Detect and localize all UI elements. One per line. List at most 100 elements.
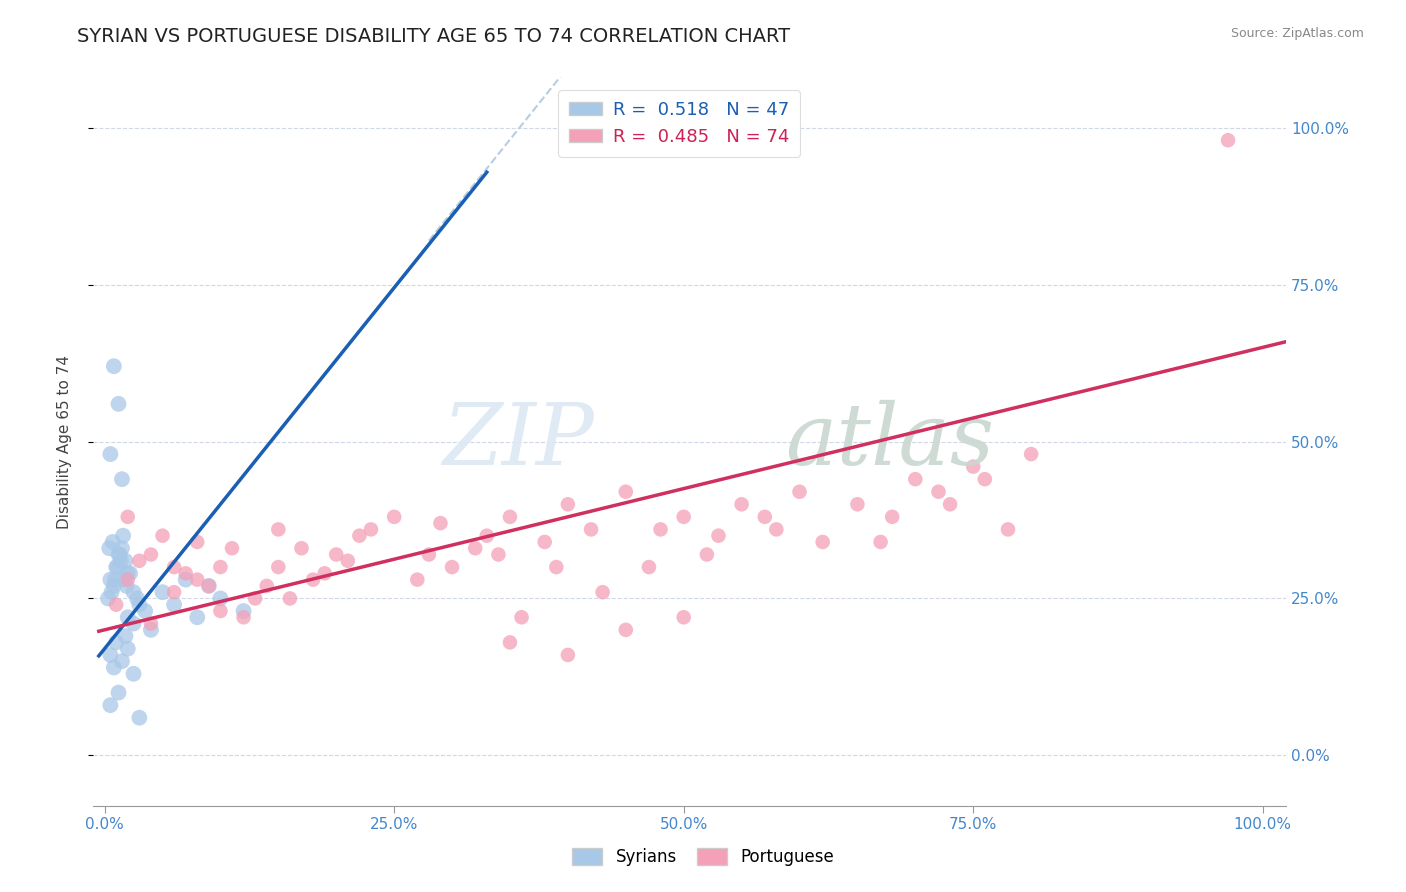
Point	[973, 472, 995, 486]
Point	[962, 459, 984, 474]
Point	[557, 648, 579, 662]
Point	[209, 604, 232, 618]
Point	[406, 573, 429, 587]
Point	[104, 573, 127, 587]
Point	[267, 560, 290, 574]
Point	[243, 591, 266, 606]
Point	[186, 535, 208, 549]
Point	[1216, 133, 1239, 147]
Point	[325, 548, 347, 562]
Point	[754, 509, 776, 524]
Point	[117, 566, 139, 581]
Point	[128, 598, 150, 612]
Point	[360, 522, 382, 536]
Point	[174, 566, 197, 581]
Point	[139, 548, 162, 562]
Point	[134, 604, 156, 618]
Point	[232, 604, 254, 618]
Point	[111, 654, 134, 668]
Point	[546, 560, 568, 574]
Point	[139, 623, 162, 637]
Point	[614, 484, 637, 499]
Point	[730, 497, 752, 511]
Point	[882, 509, 904, 524]
Legend: Syrians, Portuguese: Syrians, Portuguese	[565, 841, 841, 873]
Point	[117, 509, 139, 524]
Point	[198, 579, 221, 593]
Point	[696, 548, 718, 562]
Point	[499, 509, 522, 524]
Point	[186, 610, 208, 624]
Point	[672, 610, 695, 624]
Point	[128, 711, 150, 725]
Point	[707, 529, 730, 543]
Point	[163, 585, 186, 599]
Point	[152, 529, 174, 543]
Point	[139, 616, 162, 631]
Point	[163, 598, 186, 612]
Point	[100, 698, 122, 713]
Point	[112, 573, 135, 587]
Point	[349, 529, 371, 543]
Point	[278, 591, 301, 606]
Point	[221, 541, 243, 556]
Point	[290, 541, 312, 556]
Point	[103, 660, 125, 674]
Point	[638, 560, 661, 574]
Point	[302, 573, 325, 587]
Point	[101, 535, 124, 549]
Text: atlas: atlas	[785, 401, 994, 483]
Point	[97, 591, 120, 606]
Point	[122, 666, 145, 681]
Point	[117, 610, 139, 624]
Point	[811, 535, 834, 549]
Point	[163, 560, 186, 574]
Point	[939, 497, 962, 511]
Point	[256, 579, 278, 593]
Point	[904, 472, 927, 486]
Point	[152, 585, 174, 599]
Point	[122, 585, 145, 599]
Point	[107, 397, 129, 411]
Point	[475, 529, 498, 543]
Point	[765, 522, 787, 536]
Point	[198, 579, 221, 593]
Point	[486, 548, 509, 562]
Point	[441, 560, 464, 574]
Point	[869, 535, 891, 549]
Point	[336, 554, 359, 568]
Point	[100, 585, 122, 599]
Point	[105, 560, 128, 574]
Legend: R =  0.518   N = 47, R =  0.485   N = 74: R = 0.518 N = 47, R = 0.485 N = 74	[558, 90, 800, 157]
Point	[114, 554, 136, 568]
Point	[846, 497, 869, 511]
Point	[120, 566, 142, 581]
Point	[111, 472, 134, 486]
Point	[100, 447, 122, 461]
Point	[418, 548, 440, 562]
Text: SYRIAN VS PORTUGUESE DISABILITY AGE 65 TO 74 CORRELATION CHART: SYRIAN VS PORTUGUESE DISABILITY AGE 65 T…	[77, 27, 790, 45]
Point	[122, 616, 145, 631]
Text: Source: ZipAtlas.com: Source: ZipAtlas.com	[1230, 27, 1364, 40]
Point	[105, 598, 128, 612]
Point	[125, 591, 148, 606]
Point	[579, 522, 602, 536]
Point	[174, 573, 197, 587]
Point	[927, 484, 949, 499]
Text: ZIP: ZIP	[441, 401, 595, 483]
Point	[997, 522, 1019, 536]
Point	[105, 635, 128, 649]
Point	[614, 623, 637, 637]
Point	[429, 516, 451, 530]
Point	[533, 535, 555, 549]
Point	[209, 560, 232, 574]
Point	[100, 573, 122, 587]
Point	[98, 541, 121, 556]
Point	[110, 554, 132, 568]
Point	[789, 484, 811, 499]
Point	[117, 641, 139, 656]
Point	[107, 685, 129, 699]
Point	[314, 566, 336, 581]
Point	[103, 359, 125, 374]
Point	[100, 648, 122, 662]
